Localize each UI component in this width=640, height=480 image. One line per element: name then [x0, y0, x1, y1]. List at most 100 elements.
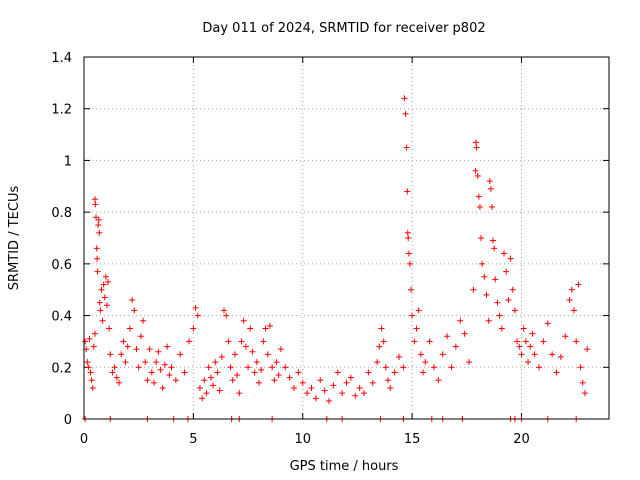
data-point	[339, 390, 346, 397]
data-point	[172, 377, 179, 384]
data-point	[269, 364, 276, 371]
chart-title: Day 011 of 2024, SRMTID for receiver p80…	[202, 21, 485, 36]
data-point	[516, 343, 523, 350]
data-point	[94, 268, 101, 275]
data-point	[245, 364, 252, 371]
plot-frame	[83, 56, 610, 420]
data-point	[557, 353, 564, 360]
data-point	[326, 397, 332, 404]
data-point	[164, 343, 171, 350]
data-point	[190, 325, 197, 332]
data-point	[486, 178, 493, 185]
data-point	[304, 390, 311, 397]
data-point	[201, 377, 208, 384]
data-point	[94, 255, 101, 262]
data-point	[584, 346, 591, 353]
data-point	[387, 384, 394, 391]
data-point	[422, 359, 429, 366]
data-point	[194, 312, 201, 319]
data-point	[575, 281, 582, 288]
data-point	[406, 260, 413, 267]
data-point	[85, 364, 92, 371]
data-point	[249, 348, 256, 355]
data-point	[229, 377, 236, 384]
data-point	[168, 364, 175, 371]
data-point	[142, 359, 149, 366]
data-point	[466, 359, 472, 366]
data-point	[562, 333, 569, 340]
data-point	[396, 353, 402, 360]
data-point	[275, 372, 282, 379]
data-point	[146, 346, 153, 353]
data-point	[118, 351, 125, 358]
data-point	[266, 322, 273, 329]
data-point	[97, 307, 104, 314]
y-tick-label: 0.6	[51, 258, 72, 273]
data-point	[472, 167, 479, 174]
data-point	[404, 188, 411, 195]
data-point	[105, 278, 112, 285]
data-point	[186, 338, 192, 345]
data-point	[214, 369, 221, 376]
data-point	[277, 346, 284, 353]
data-point	[231, 351, 238, 358]
data-point	[376, 343, 383, 350]
x-tick-label: 20	[513, 432, 530, 447]
data-point	[426, 338, 433, 345]
data-point	[107, 351, 114, 358]
data-point	[216, 387, 223, 394]
data-point	[321, 387, 328, 394]
data-point	[573, 338, 580, 345]
data-point	[581, 390, 588, 397]
data-point	[391, 369, 398, 376]
data-point	[91, 330, 98, 337]
data-point	[536, 364, 542, 371]
data-point	[411, 338, 418, 345]
data-point	[511, 307, 518, 314]
data-point	[405, 250, 412, 257]
data-point	[253, 359, 260, 366]
data-point	[95, 222, 102, 229]
data-point	[247, 325, 254, 332]
data-point	[113, 374, 120, 381]
data-point	[218, 353, 225, 360]
data-point	[90, 343, 97, 350]
data-point	[135, 364, 142, 371]
data-point	[356, 384, 363, 391]
data-point	[503, 268, 510, 275]
data-point	[199, 395, 206, 402]
y-tick-label: 0.4	[51, 310, 72, 325]
data-point	[234, 372, 241, 379]
data-point	[374, 359, 381, 366]
data-point	[352, 392, 359, 399]
data-point	[140, 317, 147, 324]
data-point	[124, 343, 131, 350]
data-point	[452, 343, 459, 350]
data-point	[260, 338, 267, 345]
data-point	[492, 276, 499, 283]
data-point	[88, 377, 95, 384]
data-point	[378, 325, 385, 332]
data-point	[525, 359, 532, 366]
data-point	[161, 361, 168, 368]
data-point	[93, 214, 100, 221]
data-point	[501, 250, 507, 257]
data-point	[96, 229, 103, 236]
data-point	[439, 351, 446, 358]
data-point	[236, 390, 243, 397]
data-point	[196, 384, 203, 391]
data-point	[221, 307, 227, 314]
data-point	[87, 369, 94, 376]
data-point	[413, 325, 420, 332]
data-point	[361, 390, 367, 397]
data-point	[491, 245, 498, 252]
data-point	[417, 351, 424, 358]
data-point	[568, 286, 575, 293]
data-point	[251, 369, 258, 376]
data-point	[89, 384, 96, 391]
data-point	[212, 359, 219, 366]
data-point	[95, 216, 102, 223]
axis-ticks: 0 0.2 0.4 0.6 0.8 1 1.2 1.4 0 5 10 15 20	[51, 51, 609, 447]
data-point	[256, 379, 262, 386]
data-point	[148, 369, 155, 376]
